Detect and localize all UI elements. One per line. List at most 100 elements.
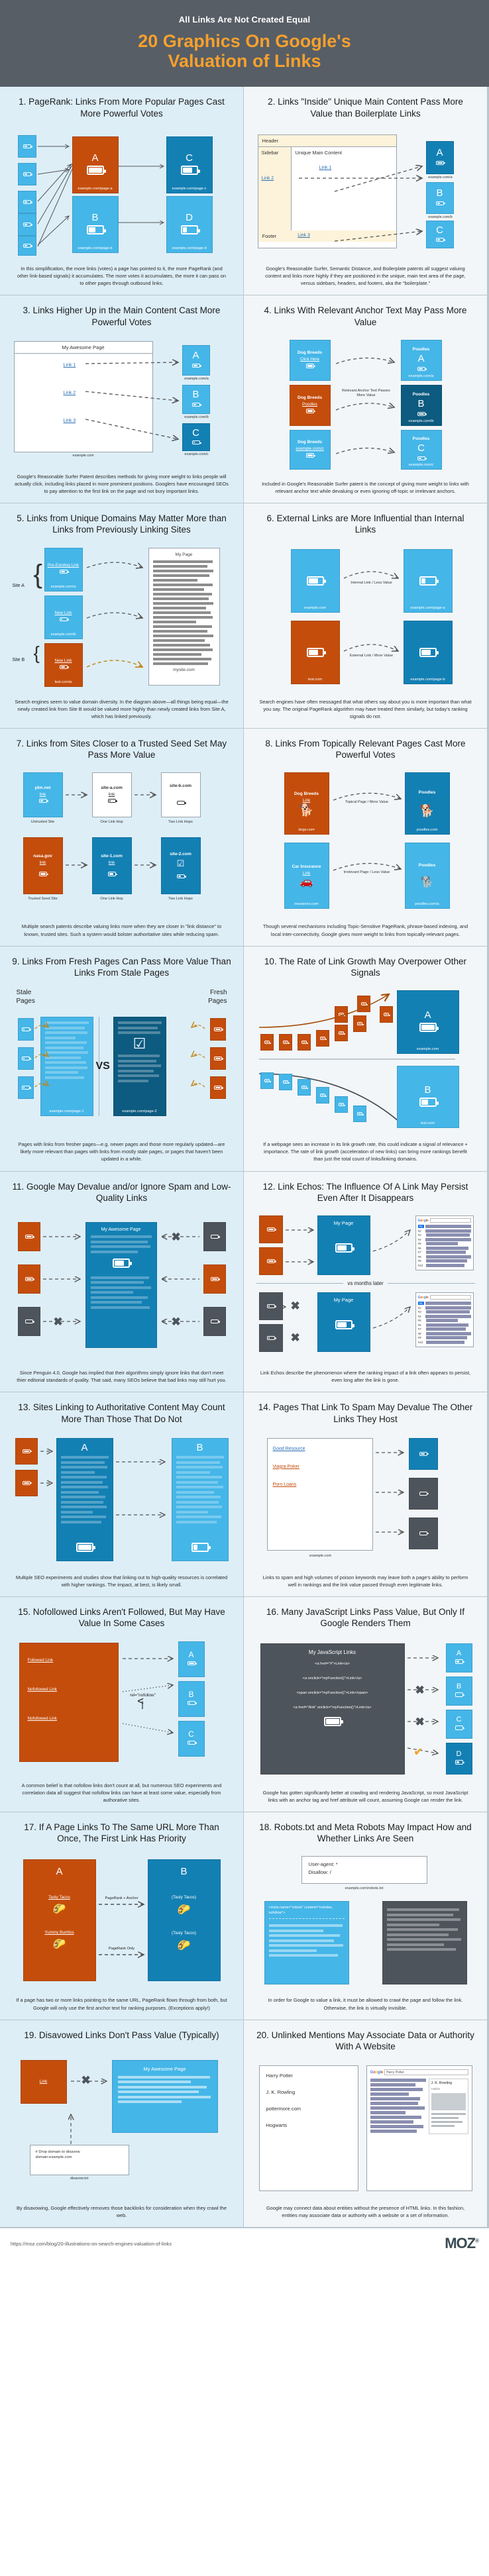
panel-14-title: 14. Pages That Link To Spam May Devalue … xyxy=(258,1402,473,1424)
panel-10-figure: A example.com B test.com xyxy=(253,986,478,1137)
decline-link xyxy=(278,1074,292,1091)
panel-19-figure: Link My Awesome Page xyxy=(9,2049,234,2200)
panel-1-caption: In this simplification, the more links (… xyxy=(17,266,226,287)
js-target-a-letter: A xyxy=(456,1649,462,1658)
page-b-letter: B xyxy=(424,1084,431,1096)
site-b-label: Site B xyxy=(12,657,25,662)
infographic-header: All Links Are Not Created Equal 20 Graph… xyxy=(0,0,489,87)
js-code-3: <span onclick="myFunction()">Link</span> xyxy=(296,1690,368,1695)
panel-4: 4. Links With Relevant Anchor Text May P… xyxy=(244,295,488,504)
x-icon: ✖ xyxy=(290,1300,300,1313)
nofollowed-link-2[interactable]: Nofollowed Link xyxy=(27,1716,57,1721)
knowledge-panel-title: J. K. Rowling xyxy=(431,2081,452,2086)
panel-8: 8. Links From Topically Relevant Pages C… xyxy=(244,728,488,947)
new-link-b[interactable]: New Link xyxy=(54,658,72,663)
link-2[interactable]: Link 2 xyxy=(261,176,274,181)
robots-txt-box: User-agent: * Disallow: / xyxy=(301,1856,427,1884)
disavowed-source-card: Link xyxy=(20,2059,67,2104)
page-d-letter: D xyxy=(186,211,193,223)
link-1[interactable]: Link 1 xyxy=(63,362,76,368)
panel-19: 19. Disavowed Links Don't Pass Value (Ty… xyxy=(0,2020,244,2228)
panel-17: 17. If A Page Links To The Same URL More… xyxy=(0,1812,244,2020)
target-b-card: B xyxy=(425,181,454,214)
page-a-growth-card: A example.com xyxy=(396,990,459,1055)
rank: #5 xyxy=(417,1242,421,1246)
link-1[interactable]: Link 1 xyxy=(319,165,332,170)
internal-target-card: example.com/page-a xyxy=(403,548,453,613)
pre-existing-link[interactable]: Pre-Existing Link xyxy=(47,562,80,568)
second-link-anchor[interactable]: Yummy Burritos xyxy=(44,1930,74,1935)
panel-20-title: 20. Unlinked Mentions May Associate Data… xyxy=(256,2030,474,2051)
taco-icon: 🌮 xyxy=(52,1903,66,1915)
spam-source-good xyxy=(17,1222,40,1252)
link-3[interactable]: Link 3 xyxy=(298,232,310,238)
page-a-card: A Tasty Tacos 🌮 Yummy Burritos 🌮 xyxy=(23,1859,96,1982)
growth-link xyxy=(334,1025,348,1042)
target-a-letter: A xyxy=(436,147,443,158)
pbn-link[interactable]: link xyxy=(39,792,46,797)
sidebar-region: Sidebar xyxy=(261,149,279,156)
search-box[interactable] xyxy=(429,1295,471,1300)
panel-16-caption: Google has gotten significantly better a… xyxy=(262,1789,468,1803)
target-b-url: example.com/b xyxy=(408,419,434,423)
panel-1-figure: A example.com/page-a B example.com/page-… xyxy=(9,127,234,261)
first-link-anchor[interactable]: Tasty Tacos xyxy=(48,1894,70,1900)
link-2[interactable]: Link 2 xyxy=(63,390,76,395)
panel-1: 1. PageRank: Links From More Popular Pag… xyxy=(0,87,244,296)
anchor-text-1[interactable]: Click Here xyxy=(299,357,320,362)
dogs-card: Dog Breeds Link 🐕 dogs.com xyxy=(284,772,329,835)
spam-link-1[interactable]: Viagra Poker xyxy=(272,1464,299,1469)
anchor-text-3[interactable]: example.com/c xyxy=(296,446,324,452)
stale-link-card xyxy=(17,1018,34,1041)
spam-source-bad xyxy=(203,1222,226,1252)
target-a-url: example.com/a xyxy=(428,175,453,180)
site-a-link[interactable]: link xyxy=(108,792,115,797)
nasa-link[interactable]: link xyxy=(39,860,46,866)
disavowed-link[interactable]: Link xyxy=(39,2079,48,2085)
new-link-a[interactable]: New Link xyxy=(54,610,72,615)
dogs-link[interactable]: Link xyxy=(302,798,311,803)
panel-4-figure: Dog Breeds Click Here Poodles A example.… xyxy=(253,336,478,476)
spam-link-2[interactable]: Porn Loans xyxy=(272,1482,297,1487)
insurance-card: Car Insurance Link 🚗 insurance.com xyxy=(284,843,329,909)
target-c-url: example.com/c xyxy=(408,462,434,467)
target-page-card: My Awesome Page xyxy=(85,1222,157,1349)
panel-8-figure: Dog Breeds Link 🐕 dogs.com Poodles 🐕 poo… xyxy=(253,768,478,919)
taco-icon: 🌮 xyxy=(177,1939,191,1951)
panel-6: 6. External Links are More Influential t… xyxy=(244,503,488,729)
vs-months-later-label: vs months later xyxy=(347,1280,384,1287)
link-3[interactable]: Link 3 xyxy=(63,418,76,423)
js-target-b: B xyxy=(445,1676,472,1706)
insurance-link[interactable]: Link xyxy=(302,870,311,876)
auth-link-in xyxy=(15,1469,38,1496)
followed-link[interactable]: Followed Link xyxy=(27,1657,54,1663)
target-a-card: A xyxy=(425,140,454,174)
search-query[interactable]: Harry Potter xyxy=(384,2069,468,2076)
nofollowed-link-1[interactable]: Nofollowed Link xyxy=(27,1686,57,1692)
rank: #8 xyxy=(417,1331,421,1335)
knowledge-panel-subtitle: Author xyxy=(431,2087,441,2091)
poodles-card-1: Poodles 🐕 poodles.com xyxy=(404,772,450,835)
source-url[interactable]: https://moz.com/blog/20-illustrations-on… xyxy=(11,2240,172,2247)
panel-17-title: 17. If A Page Links To The Same URL More… xyxy=(24,1822,219,1844)
page-a-card: A example.com/page-a xyxy=(72,136,119,193)
panel-14: 14. Pages That Link To Spam May Devalue … xyxy=(244,1392,488,1598)
my-page-mock: My Page mysite.com xyxy=(148,547,220,686)
panel-3-caption: Google's Reasonable Surfer Patent descri… xyxy=(15,473,229,494)
rank: #8 xyxy=(417,1255,421,1259)
my-page-title: My Page xyxy=(175,552,193,557)
pbn-card: pbn.net link xyxy=(23,772,63,818)
page-a-url: example.com xyxy=(416,1047,439,1052)
good-resource-link[interactable]: Good Resource xyxy=(272,1446,305,1451)
search-box[interactable] xyxy=(429,1218,471,1223)
robots-disallow: Disallow: / xyxy=(308,1869,331,1875)
stale-page-card: example.com/page-1 xyxy=(40,1017,93,1117)
pbn-label: pbn.net xyxy=(34,785,51,790)
anchor-target-1: Poodles A example.com/a xyxy=(400,339,442,381)
anchor-text-2[interactable]: Poodles xyxy=(302,402,317,407)
x-icon: ✖ xyxy=(53,1315,63,1329)
source-url: example.com xyxy=(72,453,94,458)
site-1-link[interactable]: link xyxy=(108,860,115,866)
voter-card xyxy=(17,135,36,158)
site-2-card: site-2.com ☑ xyxy=(160,837,201,895)
